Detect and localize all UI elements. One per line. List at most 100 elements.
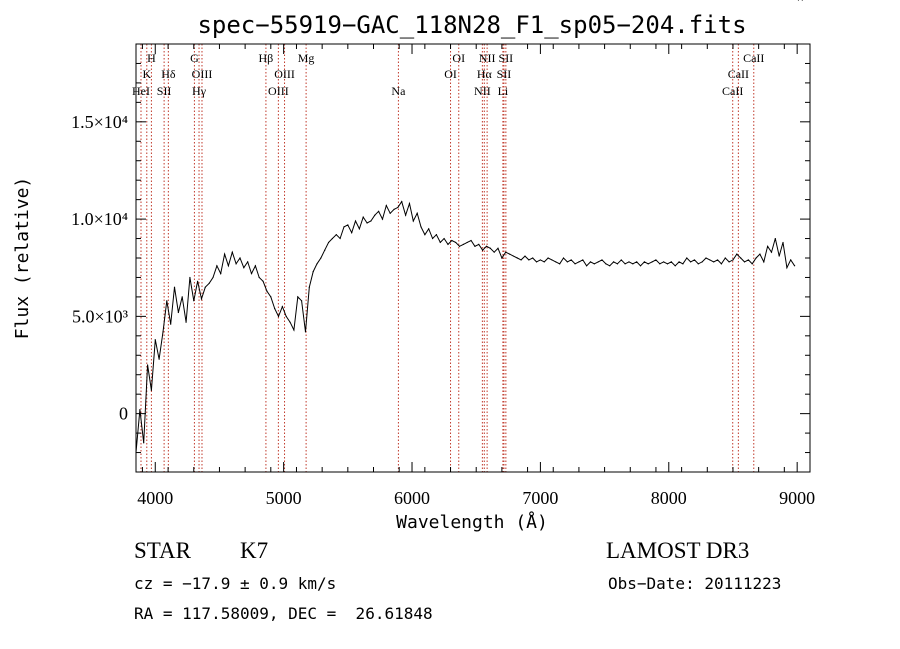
spectrum-point	[216, 265, 218, 267]
spectrum-point	[516, 257, 518, 259]
spectrum-point	[543, 261, 545, 263]
line-label: Hα	[477, 67, 493, 81]
spectrum-point	[551, 259, 553, 261]
line-label: OIII	[274, 67, 295, 81]
axis-ticks: 4000 5000 6000 7000 8000 9000 0 5.0×10³ 1.0×10⁴ 1…	[71, 43, 815, 508]
spectrum-point	[258, 276, 260, 279]
spectrum-point	[158, 358, 160, 360]
x-axis-label: Wavelength (Å)	[396, 511, 548, 533]
line-label: CaII	[722, 84, 743, 98]
spectrum-point	[701, 261, 703, 263]
line-label: SII	[157, 84, 172, 98]
spectrum-point	[547, 257, 549, 259]
spectrum-point	[231, 251, 233, 253]
spectrum-point	[747, 259, 749, 261]
spectrum-series	[135, 0, 803, 454]
spectrum-point	[289, 321, 291, 323]
spectrum-point	[343, 226, 345, 228]
spectrum-point	[801, 0, 803, 1]
spectrum-point	[416, 212, 418, 214]
spectrum-line	[135, 200, 796, 453]
spectrum-point	[632, 263, 634, 265]
plot-frame	[135, 43, 811, 473]
line-label: H	[147, 51, 156, 65]
line-label: OIII	[192, 67, 213, 81]
spectrum-point	[716, 259, 719, 261]
spectrum-point	[412, 220, 414, 222]
spectrum-point	[693, 259, 696, 261]
x-tick-label: 6000	[394, 488, 430, 508]
spectrum-point	[647, 263, 649, 265]
spectrum-point	[774, 237, 776, 240]
line-label: Li	[498, 84, 509, 98]
spectrum-point	[270, 296, 272, 298]
line-label: Na	[391, 84, 406, 98]
redshift-velocity: cz = −17.9 ± 0.9 km/s	[134, 574, 337, 593]
line-label: Hγ	[192, 84, 207, 98]
line-label: SII	[497, 67, 512, 81]
spectrum-point	[304, 331, 307, 333]
spectrum-point	[235, 263, 237, 265]
spectrum-point	[312, 271, 314, 273]
line-label: G	[190, 51, 199, 65]
spectrum-point	[393, 208, 395, 210]
spectrum-point	[320, 257, 322, 259]
y-tick-label: 1.5×10⁴	[71, 112, 128, 132]
spectrum-point	[455, 241, 457, 244]
spectrum-point	[713, 261, 715, 263]
spectrum-point	[751, 263, 753, 265]
spectrum-point	[466, 241, 468, 244]
spectrum-point	[381, 218, 384, 220]
spectrum-point	[674, 265, 676, 267]
spectrum-point	[146, 364, 149, 366]
x-tick-label: 8000	[651, 488, 687, 508]
spectrum-point	[736, 253, 738, 255]
spectrum-point	[778, 255, 780, 257]
spectrum-point	[489, 247, 491, 249]
spectrum-point	[354, 220, 357, 222]
y-tick-label: 1.0×10⁴	[71, 209, 128, 229]
spectrum-point	[686, 257, 688, 259]
spectrum-point	[697, 263, 699, 265]
spectrum-point	[405, 214, 407, 216]
spectrum-point	[308, 286, 310, 288]
spectrum-point	[582, 259, 584, 261]
spectrum-point	[439, 241, 441, 244]
spectrum-point	[301, 300, 303, 302]
spectrum-point	[397, 206, 399, 209]
y-axis-label: Flux (relative)	[12, 177, 33, 340]
line-label: CaII	[728, 67, 749, 81]
spectrum-point	[143, 442, 145, 444]
line-label: NII	[474, 84, 491, 98]
spectrum-point	[428, 228, 430, 230]
object-subclass: K7	[240, 538, 269, 563]
spectrum-point	[327, 241, 330, 244]
spectrum-point	[593, 263, 595, 265]
line-label: OI	[452, 51, 465, 65]
spectrum-point	[786, 267, 788, 269]
spectrum-point	[586, 265, 588, 267]
spectrum-point	[539, 259, 542, 261]
spectrum-point	[559, 263, 561, 265]
spectrum-point	[247, 261, 249, 263]
line-label: HeI	[132, 84, 150, 98]
spectrum-point	[173, 286, 176, 288]
spectrum-point	[628, 261, 630, 263]
spectrum-point	[555, 261, 557, 263]
spectrum-point	[612, 261, 615, 263]
spectrum-point	[204, 286, 206, 288]
spectrum-point	[220, 272, 222, 275]
spectrum-point	[193, 300, 195, 302]
spectrum-point	[724, 257, 726, 259]
spectrum-point	[243, 267, 245, 269]
spectrum-point	[655, 259, 657, 261]
spectrum-point	[624, 263, 626, 265]
spectrum-point	[532, 257, 534, 259]
spectrum-point	[578, 261, 580, 263]
line-label: OIII	[268, 84, 289, 98]
line-label: K	[142, 67, 151, 81]
spectrum-point	[705, 257, 707, 259]
x-tick-label: 4000	[137, 488, 173, 508]
spectrum-point	[770, 251, 773, 253]
spectrum-point	[616, 263, 619, 265]
